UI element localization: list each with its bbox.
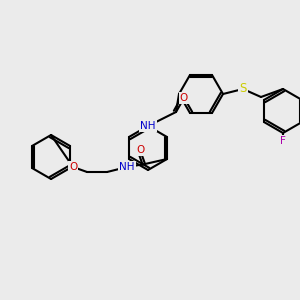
- Text: NH: NH: [140, 121, 156, 131]
- Text: S: S: [239, 82, 247, 95]
- Text: O: O: [180, 93, 188, 103]
- Text: NH: NH: [119, 162, 135, 172]
- Text: F: F: [280, 136, 286, 146]
- Text: O: O: [69, 162, 77, 172]
- Text: O: O: [136, 145, 144, 155]
